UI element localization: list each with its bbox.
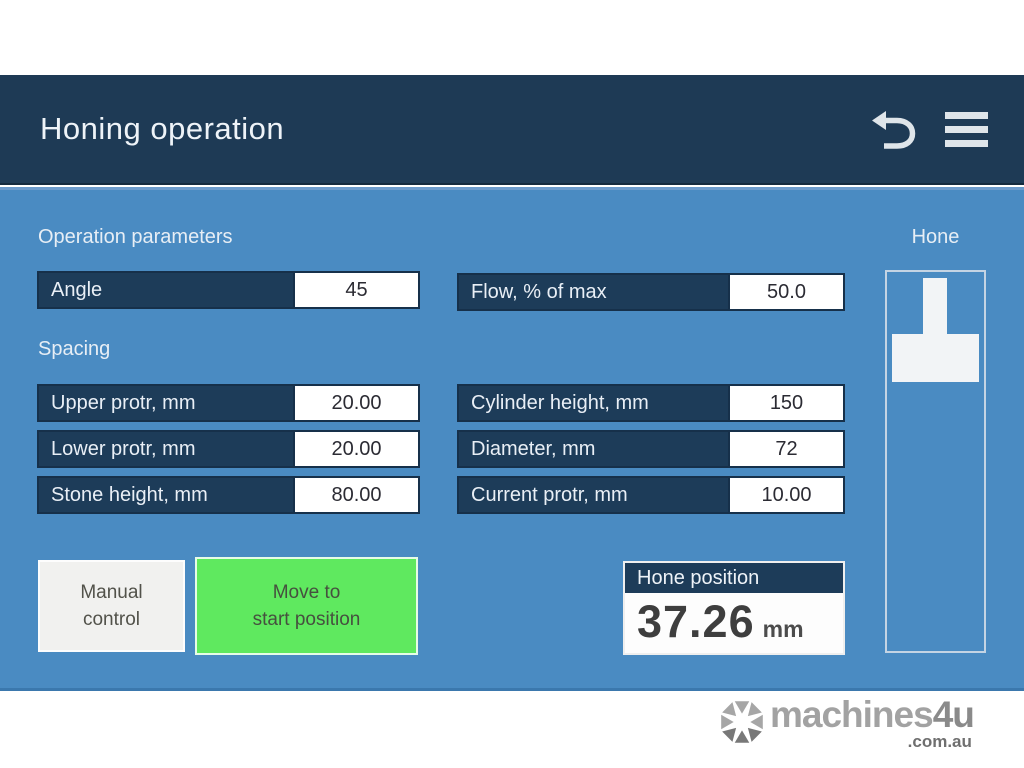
lower-protr-input[interactable]: 20.00 [293, 432, 418, 466]
header-bar: Honing operation [0, 75, 1024, 185]
cylinder-height-field: Cylinder height, mm 150 [457, 384, 845, 422]
spacing-heading: Spacing [38, 338, 111, 360]
angle-label: Angle [39, 273, 293, 307]
move-to-start-button[interactable]: Move to start position [195, 557, 418, 655]
diameter-input[interactable]: 72 [728, 432, 843, 466]
manual-control-label-line2: control [82, 609, 141, 630]
current-protr-label: Current protr, mm [459, 478, 728, 512]
hone-position-value: 37.26 [637, 596, 755, 647]
page-title: Honing operation [40, 111, 285, 146]
current-protr-input[interactable]: 10.00 [728, 478, 843, 512]
hone-position-label: Hone position [625, 563, 843, 593]
header-icons [871, 75, 988, 183]
hone-tool-base [892, 334, 979, 382]
angle-input[interactable]: 45 [293, 273, 418, 307]
angle-field: Angle 45 [37, 271, 420, 309]
flow-label: Flow, % of max [459, 275, 728, 309]
manual-control-button[interactable]: Manual control [38, 560, 185, 652]
menu-icon[interactable] [945, 111, 988, 147]
hone-position-widget: Hone position 37.26 mm [623, 561, 845, 655]
upper-protr-label: Upper protr, mm [39, 386, 293, 420]
cylinder-height-input[interactable]: 150 [728, 386, 843, 420]
lower-protr-label: Lower protr, mm [39, 432, 293, 466]
hone-heading: Hone [911, 226, 960, 248]
move-to-start-label-line1: Move to [272, 582, 341, 603]
operation-parameters-heading: Operation parameters [38, 226, 233, 248]
flow-field: Flow, % of max 50.0 [457, 273, 845, 311]
diameter-field: Diameter, mm 72 [457, 430, 845, 468]
stone-height-input[interactable]: 80.00 [293, 478, 418, 512]
hone-tool-icon [923, 278, 947, 336]
watermark-domain: .com.au [907, 732, 972, 751]
current-protr-field: Current protr, mm 10.00 [457, 476, 845, 514]
upper-protr-input[interactable]: 20.00 [293, 386, 418, 420]
move-to-start-label-line2: start position [252, 609, 361, 630]
starburst-icon [721, 701, 763, 743]
stone-height-field: Stone height, mm 80.00 [37, 476, 420, 514]
hone-position-unit: mm [762, 616, 804, 642]
watermark-brand: machines4u [770, 694, 975, 735]
hone-position-readout: 37.26 mm [625, 593, 843, 653]
machines4u-watermark: machines4u .com.au [716, 694, 975, 752]
manual-control-label-line1: Manual [80, 582, 143, 603]
upper-protr-field: Upper protr, mm 20.00 [37, 384, 420, 422]
cylinder-height-label: Cylinder height, mm [459, 386, 728, 420]
main-panel: Operation parameters Angle 45 Flow, % of… [0, 187, 1024, 691]
stone-height-label: Stone height, mm [39, 478, 293, 512]
diameter-label: Diameter, mm [459, 432, 728, 466]
hone-visual-panel [885, 270, 986, 653]
lower-protr-field: Lower protr, mm 20.00 [37, 430, 420, 468]
flow-input[interactable]: 50.0 [728, 275, 843, 309]
watermark-text: machines4u .com.au [770, 694, 975, 752]
back-icon[interactable] [871, 109, 917, 149]
